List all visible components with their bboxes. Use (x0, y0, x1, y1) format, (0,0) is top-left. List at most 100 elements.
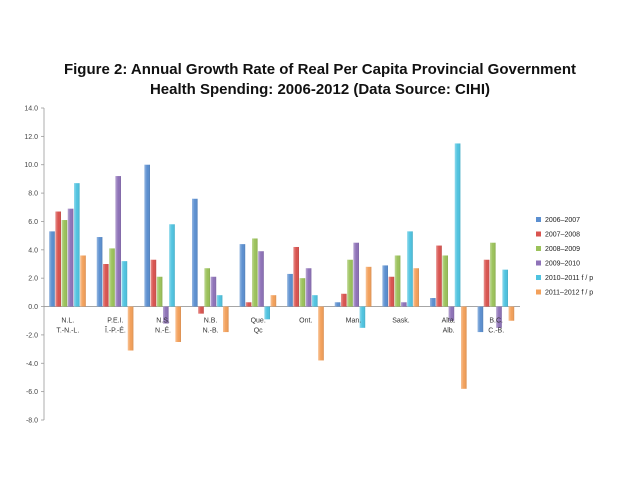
y-tick-label: 6.0 (28, 219, 38, 226)
bar-shading (216, 295, 223, 307)
bar-shading (496, 306, 502, 328)
category-label: N.B. (204, 318, 218, 325)
y-tick-label: -2.0 (26, 332, 38, 339)
bar-shading (442, 255, 448, 307)
bar-shading (258, 251, 264, 307)
bar-shading (67, 208, 74, 307)
category-label: Ont. (299, 318, 312, 325)
bar-shading (252, 238, 258, 307)
bar-shading (293, 246, 299, 307)
bar-shading (150, 259, 157, 307)
y-tick-label: -8.0 (26, 418, 38, 425)
legend: 2006–2007 2007–2008 2008–2009 2009–2010 2010… (536, 217, 593, 297)
bar-shading (448, 306, 455, 321)
bar-shading (264, 306, 270, 320)
bar-shading (312, 295, 318, 307)
y-tick-label: 10.0 (24, 162, 38, 169)
bar-shading (502, 269, 508, 307)
bar-shading (305, 268, 312, 307)
bar-shading (192, 198, 198, 307)
bar-shading (103, 264, 109, 307)
category-label: N.S. (156, 318, 170, 325)
y-tick-label: 14.0 (24, 106, 38, 113)
legend-swatch (536, 217, 541, 222)
category-labels: N.L. T.-N.-L. P.E.I.Î.-P.-É. N.S.N.-É. N.B. N… (56, 318, 504, 335)
bar-shading (318, 306, 324, 361)
bar-shading (299, 278, 306, 307)
bar-shading (61, 220, 68, 307)
category-label-fr: Alb. (443, 328, 455, 335)
bar-shading (508, 306, 515, 321)
category-label-fr: N.-É. (155, 326, 171, 335)
bar-shading (121, 261, 128, 307)
bar-shading (483, 259, 490, 307)
y-tick-label: 12.0 (24, 134, 38, 141)
legend-swatch (536, 260, 541, 266)
bar-shading (388, 276, 395, 307)
bar-shading (365, 266, 372, 307)
bar-shading (401, 302, 407, 307)
bar-shading (127, 306, 134, 351)
category-label: Sask. (392, 318, 410, 325)
y-tick-label: 4.0 (28, 247, 38, 254)
legend-label: 2006–2007 (545, 217, 580, 224)
bar-shading (454, 143, 461, 307)
chart-title-line1: Figure 2: Annual Growth Rate of Real Per… (63, 61, 577, 78)
bar-shading (204, 268, 210, 307)
y-tick-label: 0.0 (28, 304, 38, 311)
category-label-fr: N.-B. (203, 328, 219, 335)
y-tick-label: -4.0 (26, 361, 38, 368)
category-label: P.E.I. (107, 318, 123, 325)
category-label: Man. (346, 318, 362, 325)
legend-label: 2007–2008 (545, 232, 580, 239)
category-label: N.L. (61, 318, 74, 325)
bar-shading (49, 231, 55, 307)
bar-shading (144, 164, 150, 307)
bar-shading (407, 231, 413, 307)
bar-shading (115, 176, 121, 307)
bar-shading (96, 237, 103, 307)
bar-shading (223, 306, 229, 333)
bar-shading (382, 265, 388, 307)
y-tick-label: -6.0 (26, 389, 38, 396)
category-label-fr: T.-N.-L. (56, 328, 79, 335)
bar-shading (394, 255, 401, 307)
legend-swatch (536, 289, 541, 295)
chart-title-line2: Health Spending: 2006-2012 (Data Source:… (149, 81, 491, 98)
chart-title: Figure 2: Annual Growth Rate of Real Per… (0, 60, 640, 100)
bar-shading (74, 183, 80, 307)
legend-swatch (536, 275, 541, 280)
bar-shading (210, 276, 217, 307)
bar-shading (334, 302, 341, 307)
bar-shading (270, 295, 277, 307)
bar-shading (413, 268, 419, 307)
bar-shading (109, 248, 115, 307)
bar-shading (461, 306, 467, 389)
bar-shading (175, 306, 181, 342)
bar-shading (55, 211, 61, 307)
bar-shading (239, 244, 246, 307)
bar-shading (156, 276, 163, 307)
bar-shading (490, 242, 496, 307)
y-tick-label: 8.0 (28, 191, 38, 198)
bar-shading (341, 293, 347, 307)
bar-shading (436, 245, 442, 307)
bars (49, 143, 515, 389)
bar-shading (359, 306, 366, 328)
bar-shading (477, 306, 484, 333)
category-label-fr: C.-B. (488, 328, 504, 335)
bar-shading (245, 302, 252, 307)
legend-swatch (536, 246, 541, 251)
category-label-fr: Qc (254, 328, 263, 335)
category-label: Que. (251, 318, 266, 325)
bar-shading (163, 306, 169, 324)
legend-label: 2011–2012 f / p (545, 290, 593, 297)
bar-shading (80, 255, 86, 307)
category-label: B.C. (489, 318, 503, 325)
legend-swatch (536, 231, 541, 237)
category-label: Alta. (442, 318, 456, 325)
bar-shading (198, 306, 204, 314)
bar-shading (287, 273, 293, 307)
legend-label: 2008–2009 (545, 246, 580, 253)
